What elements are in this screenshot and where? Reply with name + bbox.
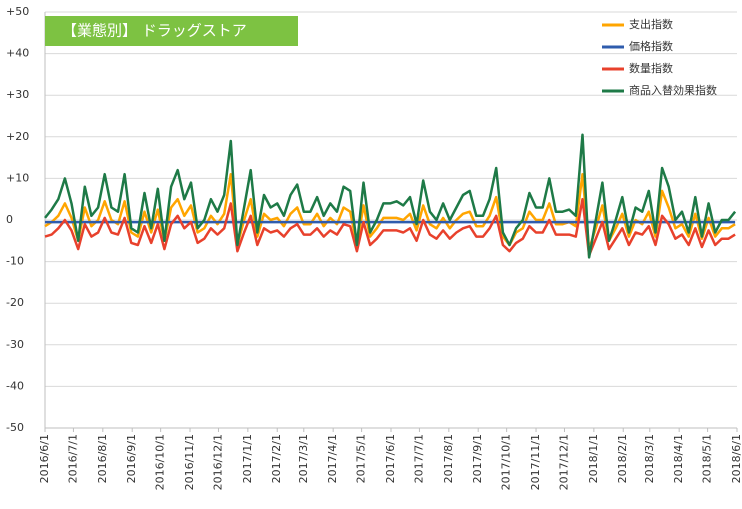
y-tick-label: +10 [6, 171, 29, 184]
x-tick-label: 2018/2/1 [616, 434, 629, 483]
title-box [45, 16, 298, 46]
x-tick-label: 2017/7/1 [412, 434, 425, 483]
x-tick-label: 2017/8/1 [442, 434, 455, 483]
x-tick-label: 2018/4/1 [672, 434, 685, 483]
x-tick-label: 2018/3/1 [643, 434, 656, 483]
x-tick-label: 2017/11/1 [529, 434, 542, 490]
x-tick-label: 2017/3/1 [297, 434, 310, 483]
x-tick-label: 2017/1/1 [241, 434, 254, 483]
x-tick-label: 2016/8/1 [96, 434, 109, 483]
x-tick-label: 2016/10/1 [154, 434, 167, 490]
y-tick-label: -50 [6, 421, 24, 434]
y-tick-label: -10 [6, 255, 24, 268]
x-tick-label: 2017/6/1 [384, 434, 397, 483]
y-tick-label: -40 [6, 379, 24, 392]
x-tick-label: 2017/12/1 [557, 434, 570, 490]
y-tick-label: +50 [6, 5, 29, 18]
x-tick-label: 2017/5/1 [355, 434, 368, 483]
legend-label: 支出指数 [629, 17, 673, 31]
chart-title: 【業態別】 ドラッグストア [62, 22, 247, 40]
legend-label: 価格指数 [629, 39, 673, 53]
x-tick-label: 2018/5/1 [701, 434, 714, 483]
y-tick-label: -30 [6, 338, 24, 351]
x-tick-label: 2016/9/1 [125, 434, 138, 483]
y-tick-label: 0 [6, 213, 13, 226]
series-line [44, 197, 736, 257]
x-tick-label: 2018/1/1 [587, 434, 600, 483]
x-tick-label: 2016/11/1 [183, 434, 196, 490]
y-tick-label: +40 [6, 47, 29, 60]
x-tick-label: 2017/4/1 [326, 434, 339, 483]
x-tick-label: 2018/6/1 [730, 434, 742, 483]
series-line [44, 133, 737, 259]
y-tick-label: +20 [6, 130, 29, 143]
x-tick-label: 2016/12/1 [211, 434, 224, 490]
x-tick-label: 2016/6/1 [38, 434, 51, 483]
series-line [44, 172, 736, 251]
y-tick-label: +30 [6, 88, 29, 101]
legend-label: 数量指数 [629, 61, 673, 75]
y-tick-label: -20 [6, 296, 24, 309]
x-tick-label: 2017/2/1 [270, 434, 283, 483]
x-tick-label: 2017/9/1 [471, 434, 484, 483]
x-tick-label: 2016/7/1 [66, 434, 79, 483]
x-tick-label: 2017/10/1 [500, 434, 513, 490]
legend-label: 商品入替効果指数 [629, 83, 717, 97]
